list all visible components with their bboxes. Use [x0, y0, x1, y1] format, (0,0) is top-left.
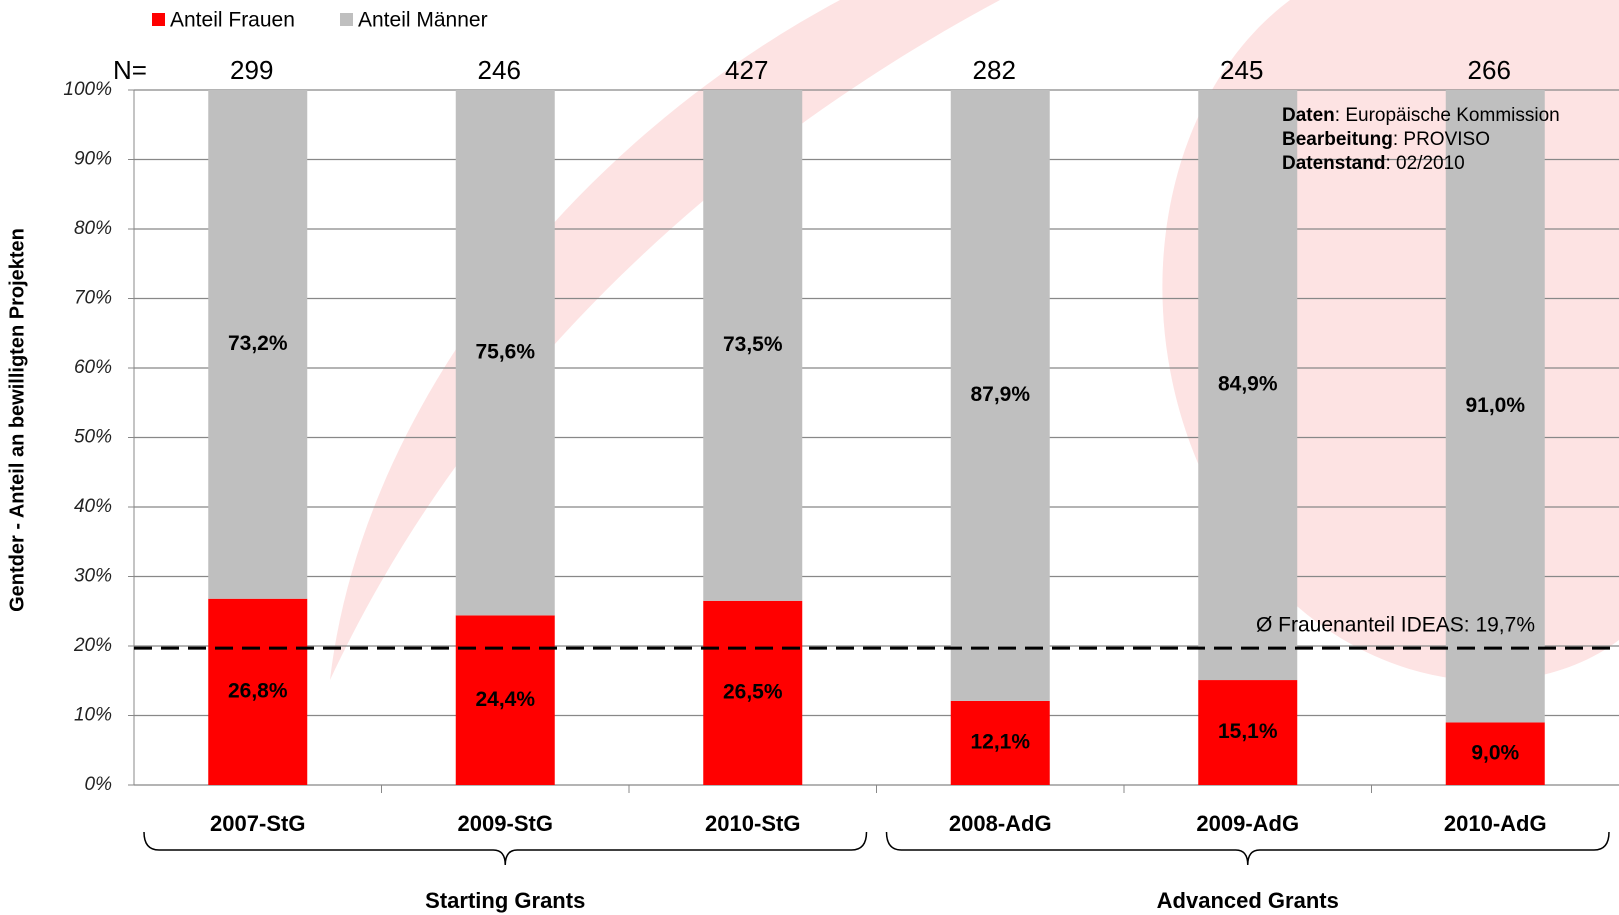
x-tick-label: 2009-StG	[458, 811, 553, 836]
legend-swatch	[340, 13, 353, 26]
y-tick-label: 60%	[74, 357, 112, 378]
y-tick-label: 50%	[74, 427, 112, 448]
value-label: 12,1%	[970, 730, 1030, 753]
bar-segment	[1198, 680, 1298, 785]
group-label: Advanced Grants	[1157, 888, 1339, 913]
group-brace	[143, 831, 868, 866]
source-text: : Europäische Kommission	[1335, 105, 1560, 126]
source-key: Bearbeitung	[1282, 129, 1393, 150]
n-label: N=	[113, 55, 147, 85]
legend-swatch	[152, 13, 165, 26]
legend-label: Anteil Frauen	[170, 9, 295, 32]
value-label: 24,4%	[475, 688, 535, 711]
y-tick-label: 30%	[74, 566, 112, 587]
y-tick-label: 70%	[74, 288, 112, 309]
value-label: 26,5%	[723, 680, 783, 703]
y-tick-label: 80%	[74, 218, 112, 239]
x-tick-label: 2007-StG	[210, 811, 305, 836]
y-tick-label: 20%	[73, 635, 112, 656]
bar-segment	[208, 598, 308, 785]
y-tick-label: 90%	[74, 149, 112, 170]
y-tick-label: 10%	[74, 705, 112, 726]
value-label: 73,5%	[723, 333, 783, 356]
legend-label: Anteil Männer	[358, 9, 488, 32]
value-label: 9,0%	[1471, 741, 1519, 764]
bar-segment	[1198, 90, 1298, 681]
n-value: 282	[973, 55, 1016, 85]
source-text: : 02/2010	[1385, 153, 1464, 174]
source-note: Bearbeitung: PROVISO	[1282, 129, 1490, 150]
source-note: Daten: Europäische Kommission	[1282, 105, 1560, 126]
y-tick-label: 0%	[85, 774, 113, 795]
x-tick-label: 2010-StG	[705, 811, 800, 836]
bar-segment	[703, 600, 803, 785]
n-value: 266	[1468, 55, 1511, 85]
x-tick-label: 2008-AdG	[949, 811, 1052, 836]
y-tick-label: 40%	[74, 496, 112, 517]
value-label: 26,8%	[228, 679, 288, 702]
source-key: Daten	[1282, 105, 1335, 126]
bar-segment	[455, 615, 555, 785]
bar-segment	[1445, 722, 1545, 785]
value-label: 15,1%	[1218, 720, 1278, 743]
group-label: Starting Grants	[425, 888, 585, 913]
bar-segment	[703, 90, 803, 601]
value-label: 91,0%	[1465, 394, 1525, 417]
bar-segment	[950, 700, 1050, 785]
bar-segment	[455, 90, 555, 616]
y-tick-label: 100%	[63, 79, 112, 100]
n-value: 427	[725, 55, 768, 85]
n-value: 299	[230, 55, 273, 85]
value-label: 84,9%	[1218, 373, 1278, 396]
value-label: 75,6%	[475, 340, 535, 363]
n-value: 245	[1220, 55, 1263, 85]
group-brace	[885, 831, 1610, 866]
bar-segment	[950, 90, 1050, 701]
x-tick-label: 2010-AdG	[1444, 811, 1547, 836]
source-key: Datenstand	[1282, 153, 1385, 174]
value-label: 87,9%	[970, 383, 1030, 406]
y-axis-label: Gentder - Anteil an bewilligten Projekte…	[6, 228, 28, 612]
reference-label: Ø Frauenanteil IDEAS: 19,7%	[1256, 614, 1535, 637]
source-note: Datenstand: 02/2010	[1282, 153, 1465, 174]
source-text: : PROVISO	[1393, 129, 1490, 150]
n-value: 246	[478, 55, 521, 85]
bar-segment	[208, 90, 308, 599]
bar-segment	[1445, 90, 1545, 723]
value-label: 73,2%	[228, 332, 288, 355]
x-tick-label: 2009-AdG	[1196, 811, 1299, 836]
